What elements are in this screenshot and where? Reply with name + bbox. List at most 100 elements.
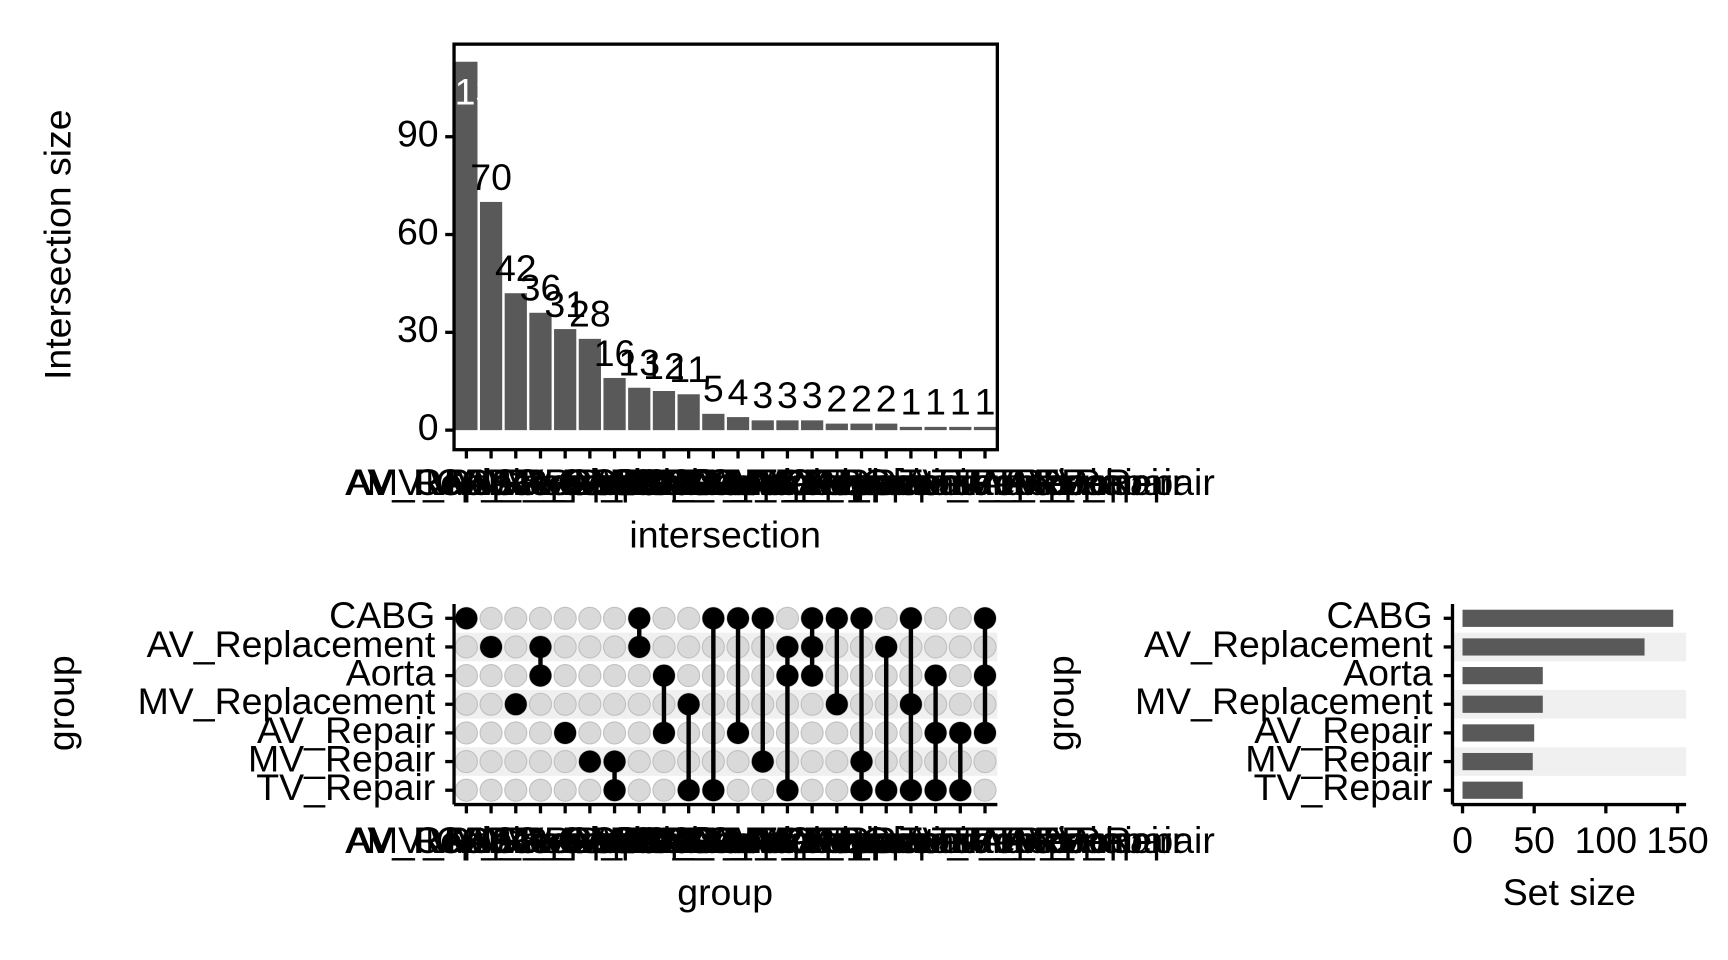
member-dot (973, 664, 997, 687)
member-dot (801, 607, 824, 630)
empty-dot (973, 749, 997, 774)
member-dot (899, 779, 922, 802)
value-label: 3 (802, 374, 823, 416)
value-label: 113 (437, 71, 497, 113)
x-tick-label: AV_Repair-TV_Repair (775, 461, 1145, 503)
member-dot (973, 607, 997, 630)
x-tick-label: CABG-AV_Repair (590, 819, 887, 861)
bar (652, 391, 676, 431)
x-tick-label: CABG-Aorta-AV_Repair (786, 819, 1185, 861)
bar (504, 293, 527, 431)
value-label: 4 (728, 371, 749, 413)
y-tick-label: 90 (397, 113, 439, 155)
bar (949, 426, 972, 431)
empty-dot (948, 664, 972, 688)
empty-dot (454, 635, 478, 659)
member-dot (455, 607, 478, 630)
member-dot (825, 693, 848, 716)
bar (578, 338, 601, 431)
empty-dot (677, 606, 701, 630)
x-tick-label: CABG-AV_Repair (590, 461, 887, 503)
bar (603, 377, 626, 431)
bar (677, 394, 700, 431)
x-tick-label: CABG-AV_Replacement (436, 461, 844, 503)
member-dot (899, 607, 922, 630)
empty-dot (454, 664, 478, 688)
row-label: MV_Replacement (138, 680, 436, 722)
member-dot (751, 607, 774, 630)
value-label: 16 (594, 332, 636, 374)
x-tick-label: CABG-MV_Replacement-TV_Repair (607, 819, 1215, 861)
empty-dot (578, 635, 602, 659)
y-tick-label: 60 (397, 210, 439, 252)
member-dot (603, 750, 626, 773)
x-tick-label: MV_Repair-TV_Repair (425, 819, 804, 861)
x-tick-label: MV_Repair-TV_Repair (425, 461, 804, 503)
matrix-y-title: group (40, 655, 82, 751)
y-tick-label: 0 (418, 406, 439, 448)
value-label: 42 (495, 247, 537, 289)
x-tick-label: AV_Repair (476, 819, 654, 861)
member-dot (652, 721, 675, 744)
set-bar (1462, 695, 1543, 713)
member-dot (603, 779, 626, 802)
empty-dot (479, 721, 503, 745)
bar (529, 312, 552, 431)
empty-dot (726, 778, 750, 802)
x-tick-label: CABG-AV_Replacement-Aorta (557, 819, 1066, 861)
member-dot (973, 721, 997, 744)
bar (751, 420, 774, 431)
empty-dot (504, 635, 528, 659)
set-y-title: group (1039, 655, 1081, 751)
x-tick-label: CABG-MV_Replacement (629, 819, 1046, 861)
empty-dot (973, 778, 997, 802)
empty-dot (825, 749, 849, 774)
value-label: 1 (900, 381, 921, 423)
empty-dot (602, 664, 627, 688)
member-dot (899, 693, 922, 716)
set-row-label: Aorta (1343, 652, 1433, 694)
value-label: 36 (520, 267, 562, 309)
x-tick-label: AV_Replacement-Aorta (345, 819, 736, 861)
member-dot (875, 779, 898, 802)
x-tick-label: CABG-MV_Repair (610, 461, 916, 503)
x-tick-label: CABG (413, 819, 519, 861)
value-label: 1 (950, 381, 971, 423)
value-label: 70 (470, 156, 512, 198)
empty-dot (504, 749, 528, 774)
empty-dot (504, 778, 528, 802)
member-dot (554, 721, 577, 744)
x-tick-label: CABG-AV_Replacement-Aorta (557, 461, 1066, 503)
empty-dot (924, 606, 948, 630)
x-tick-label: CABG-TV_Repair (565, 461, 863, 503)
empty-dot (948, 635, 972, 659)
empty-dot (948, 692, 972, 716)
bar (850, 423, 873, 431)
member-dot (924, 664, 947, 687)
member-dot (529, 635, 552, 658)
value-label: 31 (544, 283, 586, 325)
empty-dot (553, 635, 577, 659)
empty-dot (454, 749, 478, 774)
empty-dot (553, 778, 577, 802)
x-tick-label: MV_Repair (496, 819, 683, 861)
bar (628, 387, 651, 431)
value-label: 11 (669, 348, 708, 390)
empty-dot (578, 721, 602, 745)
y-tick-label: 30 (397, 308, 439, 350)
x-tick-label: AV_Repair (476, 461, 654, 503)
member-dot (529, 664, 552, 687)
x-tick-label: Aorta-AV_Repair-TV_Repair (700, 461, 1172, 503)
x-tick-label: MV_Replacement (367, 819, 665, 861)
x-tick-label: MV_Replacement-TV_Repair (444, 461, 933, 503)
row-label: Aorta (346, 652, 436, 694)
x-tick-label: CABG-MV_Repair-TV_Repair (613, 461, 1110, 503)
empty-dot (553, 664, 577, 688)
value-label: 2 (851, 377, 872, 419)
empty-dot (627, 664, 651, 688)
set-bar (1462, 609, 1674, 627)
empty-dot (504, 664, 528, 688)
member-dot (727, 721, 750, 744)
empty-dot (652, 778, 676, 802)
x-tick-label: AV_Replacement (347, 819, 636, 861)
